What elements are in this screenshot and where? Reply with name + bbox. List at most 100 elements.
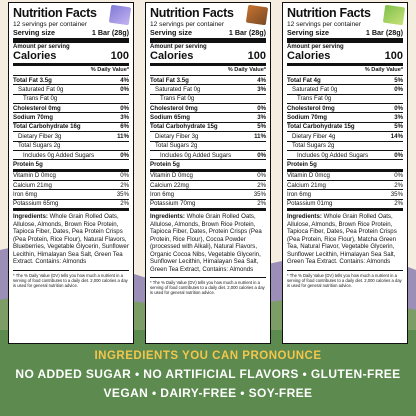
serving-size-value: 1 Bar (28g) — [228, 27, 266, 37]
nutrient-daily-value: 11% — [254, 132, 266, 140]
ingredients-block: Ingredients: Whole Grain Rolled Oats, Al… — [13, 209, 129, 265]
serving-size-row: Serving size 1 Bar (28g) — [13, 27, 129, 44]
ingredients-label: Ingredients: — [13, 213, 48, 221]
nutrient-label: Saturated Fat 0g — [18, 85, 64, 93]
nutrient-row: Protein 5g — [150, 160, 266, 172]
calories-value: 100 — [110, 50, 129, 63]
calories-row: Calories 100 — [150, 50, 266, 67]
nutrient-row: Cholesterol 0mg 0% — [13, 104, 129, 114]
calories-row: Calories 100 — [13, 50, 129, 67]
nutrient-label: Saturated Fat 0g — [292, 85, 338, 93]
calories-row: Calories 100 — [287, 50, 403, 67]
nutrient-daily-value: 2% — [257, 200, 266, 208]
claims-banner: INGREDIENTS YOU CAN PRONOUNCE NO ADDED S… — [0, 344, 416, 400]
nutrition-facts-title: Nutrition Facts — [13, 6, 97, 20]
nutrient-daily-value: 0% — [120, 85, 129, 93]
nutrient-daily-value: 14% — [390, 132, 403, 140]
nutrient-row: Potassium 70mg 2% — [150, 200, 266, 210]
nutrient-row: Vitamin D 0mcg 0% — [287, 172, 403, 182]
nutrient-daily-value: 2% — [394, 181, 403, 189]
serving-size-label: Serving size — [13, 27, 55, 37]
daily-value-footnote: * The % Daily Value (DV) tells you how m… — [287, 269, 403, 288]
nutrient-row: Total Sugars 2g — [13, 142, 129, 151]
nutrient-label: Iron 6mg — [150, 191, 175, 199]
daily-value-header: % Daily Value* — [150, 66, 266, 76]
nutrient-label: Total Carbohydrate 16g — [13, 123, 81, 131]
amount-per-serving: Amount per serving — [150, 44, 207, 51]
nutrient-daily-value: 35% — [253, 191, 266, 199]
nutrient-label: Vitamin D 0mcg — [287, 172, 330, 180]
daily-value-footnote: * The % Daily Value (DV) tells you how m… — [150, 277, 266, 295]
nutrient-row: Saturated Fat 0g 3% — [150, 85, 266, 95]
nutrient-daily-value: 3% — [394, 114, 403, 122]
nutrient-daily-value: 2% — [120, 200, 129, 208]
calories-value: 100 — [384, 50, 403, 63]
nutrient-daily-value: 0% — [120, 172, 129, 180]
nutrient-label: Protein 5g — [287, 160, 317, 168]
banner-title: INGREDIENTS YOU CAN PRONOUNCE — [94, 350, 322, 362]
nutrient-row: Total Carbohydrate 16g 6% — [13, 123, 129, 133]
nutrient-daily-value: 3% — [257, 85, 266, 93]
nutrient-daily-value: 2% — [120, 181, 129, 189]
nutrient-label: Trans Fat 0g — [160, 95, 195, 103]
nutrient-label: Trans Fat 0g — [23, 95, 58, 103]
servings-per-container: 12 servings per container — [287, 21, 362, 28]
nutrient-label: Potassium 65mg — [13, 200, 59, 208]
ingredients-label: Ingredients: — [287, 213, 322, 221]
nutrient-daily-value: 3% — [120, 114, 129, 122]
nutrient-row: Cholesterol 0mg 0% — [287, 104, 403, 114]
nutrient-daily-value: 5% — [394, 123, 403, 131]
nutrient-row: Sodium 70mg 3% — [13, 113, 129, 123]
nutrient-label: Total Carbohydrate 15g — [287, 123, 355, 131]
nutrient-row: Saturated Fat 0g 0% — [287, 85, 403, 95]
nutrient-daily-value: 2% — [394, 200, 403, 208]
ingredients-text: Whole Grain Rolled Oats, Allulose, Almon… — [287, 213, 397, 266]
calories-label: Calories — [287, 50, 331, 63]
nutrient-label: Protein 5g — [150, 160, 180, 168]
calories-label: Calories — [13, 50, 57, 63]
nutrient-label: Total Sugars 2g — [155, 142, 198, 150]
nutrient-row: Sodium 65mg 3% — [150, 113, 266, 123]
product-thumbnail — [382, 4, 406, 26]
nutrient-row: Trans Fat 0g — [13, 95, 129, 105]
nutrient-row: Protein 5g — [13, 160, 129, 172]
nutrient-label: Vitamin D 0mcg — [13, 172, 56, 180]
nutrient-label: Total Fat 3.5g — [13, 76, 52, 84]
serving-size-label: Serving size — [150, 27, 192, 37]
nutrient-daily-value: 35% — [116, 191, 129, 199]
nutrient-row: Iron 6mg 35% — [13, 190, 129, 200]
nutrient-label: Dietary Fiber 4g — [292, 132, 336, 140]
nutrient-row: Includes 0g Added Sugars 0% — [150, 151, 266, 161]
nutrient-daily-value: 0% — [394, 172, 403, 180]
nutrient-label: Total Sugars 2g — [18, 142, 61, 150]
nutrient-daily-value: 0% — [394, 151, 403, 159]
amount-per-serving: Amount per serving — [287, 44, 344, 51]
nutrient-row: Total Fat 4g 5% — [287, 76, 403, 86]
nutrient-row: Calcium 21mg 2% — [287, 181, 403, 191]
calories-label: Calories — [150, 50, 194, 63]
daily-value-header: % Daily Value* — [13, 66, 129, 76]
nutrient-daily-value: 5% — [394, 76, 403, 84]
nutrient-row: Trans Fat 0g — [150, 95, 266, 105]
nutrient-row: Includes 0g Added Sugars 0% — [287, 151, 403, 161]
nutrient-row: Vitamin D 0mcg 0% — [13, 172, 129, 182]
nutrient-daily-value: 0% — [257, 151, 266, 159]
nutrient-row: Potassium 65mg 2% — [13, 200, 129, 210]
servings-per-container: 12 servings per container — [150, 21, 225, 28]
nutrition-facts-title: Nutrition Facts — [287, 6, 371, 20]
nutrient-label: Sodium 70mg — [13, 114, 53, 122]
nutrient-daily-value: 11% — [117, 132, 129, 140]
nutrient-row: Total Carbohydrate 15g 5% — [150, 123, 266, 133]
nutrient-label: Cholesterol 0mg — [13, 104, 61, 112]
nutrition-facts-title: Nutrition Facts — [150, 6, 234, 20]
nutrient-daily-value: 6% — [120, 123, 129, 131]
nutrient-row: Total Fat 3.5g 4% — [13, 76, 129, 86]
nutrient-daily-value: 0% — [257, 104, 266, 112]
nutrient-daily-value: 4% — [257, 76, 266, 84]
nutrient-label: Total Carbohydrate 15g — [150, 123, 218, 131]
nutrient-row: Includes 0g Added Sugars 0% — [13, 151, 129, 161]
amount-per-serving: Amount per serving — [13, 44, 70, 51]
nutrition-facts-panel: Nutrition Facts 12 servings per container… — [282, 2, 408, 344]
nutrient-row: Vitamin D 0mcg 0% — [150, 172, 266, 182]
nutrient-label: Dietary Fiber 3g — [18, 132, 62, 140]
